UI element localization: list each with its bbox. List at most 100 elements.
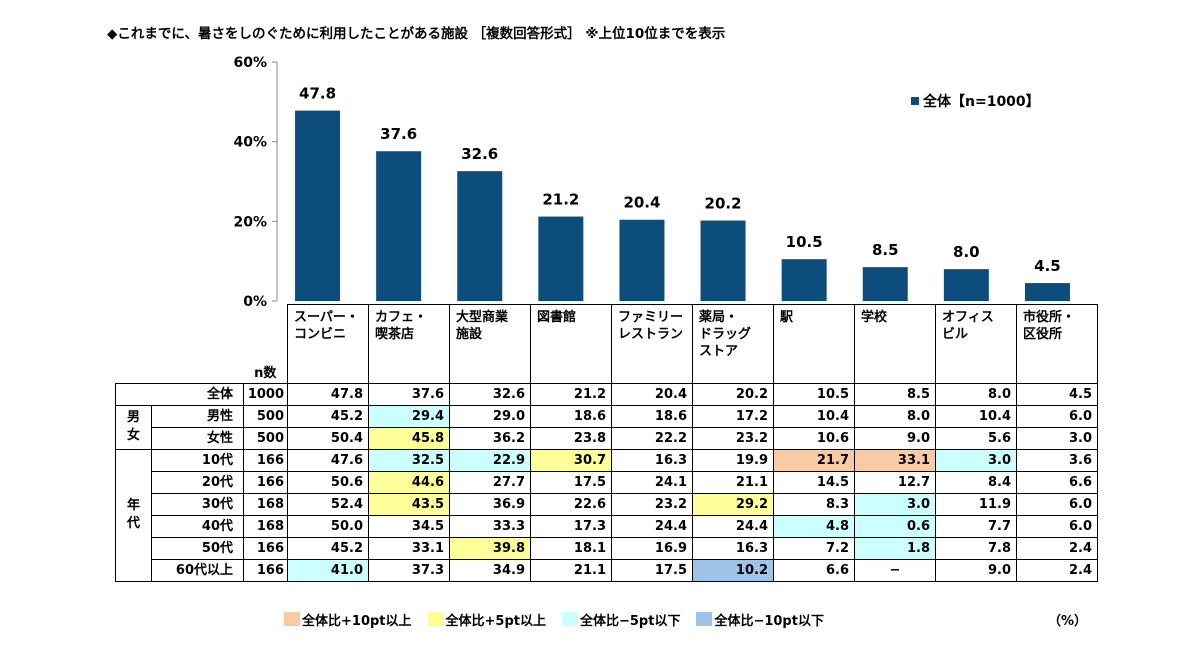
y-tick-label: 20%: [233, 214, 267, 230]
table-cell: 6.6: [773, 558, 855, 582]
n-value: 166: [243, 470, 288, 494]
row-label: 10代: [151, 448, 244, 472]
table-cell: 16.3: [611, 448, 693, 472]
table-cell: 50.0: [287, 514, 369, 538]
table-cell: 9.0: [854, 426, 936, 450]
table-row: 女性 500 50.4 45.8 36.2 23.8 22.2 23.2 10.6 9.0 5.6 3…: [116, 426, 1098, 450]
table-row: 60代以上 166 41.0 37.3 34.9 21.1 17.5 10.2 6.6−9.0 2…: [116, 558, 1098, 582]
table-cell: 19.9: [692, 448, 774, 472]
legend-label: 全体比−10pt以下: [714, 613, 824, 629]
category-header: 市役所・ 区役所: [1016, 304, 1098, 384]
legend-item: 全体比−10pt以下: [696, 610, 824, 629]
bar: [781, 259, 827, 301]
table-cell: 23.8: [530, 426, 612, 450]
bar: [1024, 283, 1070, 301]
n-value: 166: [243, 536, 288, 560]
table-cell: 50.4: [287, 426, 369, 450]
n-value: 500: [243, 404, 288, 428]
group-label: 年代: [115, 448, 152, 582]
table-cell: 24.4: [692, 514, 774, 538]
data-table: n数 スーパー・ コンビニ カフェ・ 喫茶店 大型商業 施設 図書館 ファミリー レストラン 薬局・…: [115, 304, 1098, 582]
table-cell: 11.9: [935, 492, 1017, 516]
category-header: ファミリー レストラン: [611, 304, 693, 384]
table-cell: 16.3: [692, 536, 774, 560]
bar: [700, 220, 746, 301]
data-label: 4.5: [1034, 257, 1061, 275]
table-cell: 45.2: [287, 536, 369, 560]
data-label: 20.4: [623, 194, 660, 212]
table-cell: 16.9: [611, 536, 693, 560]
table-cell: 24.1: [611, 470, 693, 494]
table-cell: 29.0: [449, 404, 531, 428]
table-cell: 8.3: [773, 492, 855, 516]
table-cell: 2.4: [1016, 536, 1098, 560]
table-cell: 23.2: [692, 426, 774, 450]
category-header: 学校: [854, 304, 936, 384]
table-row: 40代 168 50.0 34.5 33.3 17.3 24.4 24.4 4.8 0.6 7.7 6…: [116, 514, 1098, 538]
table-cell: 27.7: [449, 470, 531, 494]
table-cell: 23.2: [611, 492, 693, 516]
n-value: 168: [243, 514, 288, 538]
table-row: 男女男性 500 45.2 29.4 29.0 18.6 18.6 17.2 10.4 8.0 10…: [115, 404, 1098, 450]
table-cell: 18.1: [530, 536, 612, 560]
n-value: 166: [243, 558, 288, 582]
table-cell: 5.6: [935, 426, 1017, 450]
row-label: 30代: [151, 492, 244, 516]
n-header: n数: [243, 304, 288, 384]
table-cell: 18.6: [530, 404, 612, 428]
table-cell: 41.0: [287, 558, 369, 582]
table-cell: 6.0: [1016, 492, 1098, 516]
category-header: 薬局・ ドラッグ ストア: [692, 304, 774, 384]
legend-item: 全体比+10pt以上: [284, 610, 412, 629]
legend-swatch: [427, 612, 444, 626]
legend-item: 全体比−5pt以下: [561, 610, 680, 629]
table-cell: 21.2: [530, 382, 612, 406]
chart-title: ◆これまでに、暑さをしのぐために利用したことがある施設 ［複数回答形式］ ※上位…: [107, 26, 726, 42]
table-cell: 9.0: [935, 558, 1017, 582]
table-cell: 33.1: [368, 536, 450, 560]
bar: [295, 110, 341, 301]
table-cell: 4.8: [773, 514, 855, 538]
data-label: 21.2: [542, 191, 579, 209]
table-cell: 45.8: [368, 426, 450, 450]
table-cell: −: [854, 558, 936, 582]
table-row: 全体 1000 47.8 37.6 32.6 21.2 20.4 20.2 10.5 8.5 8.0…: [115, 382, 1098, 406]
y-tick-label: 40%: [233, 135, 267, 151]
header-blank: [116, 305, 244, 384]
table-cell: 32.5: [368, 448, 450, 472]
table-cell: 7.7: [935, 514, 1017, 538]
legend-swatch: [911, 97, 919, 105]
table-cell: 18.6: [611, 404, 693, 428]
row-label: 60代以上: [151, 558, 244, 582]
legend-label: 全体比+10pt以上: [302, 613, 412, 629]
table-cell: 47.8: [287, 382, 369, 406]
n-value: 500: [243, 426, 288, 450]
table-row: 30代 168 52.4 43.5 36.9 22.6 23.2 29.2 8.3 3.0 11.9…: [116, 492, 1098, 516]
table-cell: 3.0: [1016, 426, 1098, 450]
row-label: 女性: [151, 426, 244, 450]
table-cell: 1.8: [854, 536, 936, 560]
table-cell: 36.2: [449, 426, 531, 450]
table-cell: 3.0: [935, 448, 1017, 472]
table-cell: 10.4: [935, 404, 1017, 428]
table-cell: 17.5: [611, 558, 693, 582]
category-header: 駅: [773, 304, 855, 384]
data-label: 47.8: [299, 85, 336, 103]
y-tick-label: 60%: [233, 55, 267, 71]
table-cell: 34.5: [368, 514, 450, 538]
table-cell: 24.4: [611, 514, 693, 538]
legend-label: 全体比+5pt以上: [445, 613, 546, 629]
row-label: 40代: [151, 514, 244, 538]
row-label: 全体: [115, 382, 244, 406]
table-cell: 2.4: [1016, 558, 1098, 582]
table-cell: 0.6: [854, 514, 936, 538]
bar-chart: 60%40%20%0%47.837.632.621.2 20.4 20.210.5 8…: [233, 55, 1070, 310]
category-header: スーパー・ コンビニ: [287, 304, 369, 384]
table-cell: 29.4: [368, 404, 450, 428]
data-label: 37.6: [380, 125, 417, 143]
table-cell: 47.6: [287, 448, 369, 472]
table-cell: 36.9: [449, 492, 531, 516]
table-cell: 32.6: [449, 382, 531, 406]
table-cell: 37.3: [368, 558, 450, 582]
table-cell: 39.8: [449, 536, 531, 560]
